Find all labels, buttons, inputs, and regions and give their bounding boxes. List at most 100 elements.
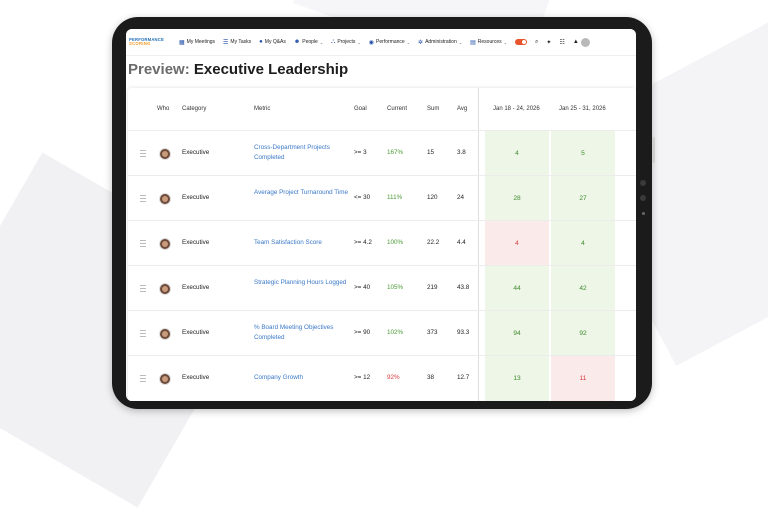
column-divider (478, 88, 479, 401)
cell-goal: >= 40 (354, 284, 371, 291)
cell-week-1[interactable]: 94 (485, 311, 549, 356)
metric-link[interactable]: Strategic Planning Hours Logged (254, 279, 347, 286)
page-title-prefix: Preview: (128, 61, 190, 78)
cell-week-2[interactable]: 4 (551, 221, 615, 266)
cell-avg: 24 (457, 194, 465, 201)
nav-item[interactable]: ✲ Administration ⌄ (418, 39, 462, 46)
nav-item[interactable]: ⛬ Projects ⌄ (331, 39, 361, 46)
sensor-icon (642, 212, 645, 215)
screen: PERFORMANCE SCORING ▦ My Meetings ☰ My Task… (126, 29, 636, 401)
nav-item-label: My Q&As (264, 39, 286, 45)
cell-avg: 43.8 (457, 284, 470, 291)
cell-avg: 4.4 (457, 239, 466, 246)
table-row[interactable]: Executive Strategic Planning Hours Logged… (128, 265, 636, 311)
drag-handle-icon[interactable] (140, 150, 146, 157)
cell-week-2[interactable]: 5 (551, 131, 615, 176)
top-nav: PERFORMANCE SCORING ▦ My Meetings ☰ My Task… (126, 29, 636, 56)
chevron-down-icon: ⌄ (406, 39, 411, 45)
nav-item-label: Projects (337, 39, 356, 45)
drag-handle-icon[interactable] (140, 375, 146, 382)
cell-current: 100% (387, 239, 404, 246)
avatar (159, 283, 171, 295)
cell-sum: 373 (427, 329, 438, 336)
table-row[interactable]: Executive Average Project Turnaround Time… (128, 175, 636, 221)
sensor-icon (640, 195, 646, 201)
nav-item[interactable]: ▦ My Meetings (179, 39, 215, 46)
drag-handle-icon[interactable] (140, 240, 146, 247)
cell-category: Executive (182, 194, 210, 201)
checklist-icon[interactable]: ☷ (559, 39, 565, 46)
nav-item[interactable]: ☻ People ⌄ (294, 39, 323, 45)
chevron-down-icon: ⌄ (319, 39, 324, 45)
chevron-down-icon: ⌄ (357, 39, 361, 45)
cell-avg: 12.7 (457, 374, 470, 381)
cell-week-1[interactable]: 44 (485, 266, 549, 311)
cell-week-2[interactable]: 42 (551, 266, 615, 311)
table-row[interactable]: Executive Company Growth >= 12 92% 38 12.7 13 1… (128, 355, 636, 401)
cell-current: 102% (387, 329, 404, 336)
cell-week-1[interactable]: 4 (485, 131, 549, 176)
avatar (159, 193, 171, 205)
performance-icon: ◉ (368, 39, 375, 46)
drag-handle-icon[interactable] (140, 195, 146, 202)
cell-week-2[interactable]: 27 (551, 176, 615, 221)
header-metric: Metric (254, 106, 271, 112)
cell-category: Executive (182, 329, 210, 336)
cell-sum: 219 (427, 284, 438, 291)
tablet-frame: PERFORMANCE SCORING ▦ My Meetings ☰ My Task… (112, 17, 655, 409)
cell-week-1[interactable]: 28 (485, 176, 549, 221)
drag-handle-icon[interactable] (140, 285, 146, 292)
metric-link[interactable]: Average Project Turnaround Time (254, 189, 349, 196)
cell-week-2[interactable]: 11 (551, 356, 615, 401)
cell-sum: 22.2 (427, 239, 440, 246)
nav-item-label: Administration (425, 39, 457, 45)
nav-item-label: Performance (376, 39, 405, 45)
cell-avg: 3.8 (457, 149, 466, 156)
bulb-icon[interactable]: ✦ (546, 39, 552, 46)
search-icon[interactable]: ⌕ (535, 38, 539, 45)
logo-text: SCORING (129, 41, 151, 46)
cell-sum: 15 (427, 149, 435, 156)
nav-item-label: Resources (477, 39, 502, 45)
cell-sum: 38 (427, 374, 435, 381)
metric-link[interactable]: Cross-Department Projects Completed (254, 144, 330, 161)
cell-current: 167% (387, 149, 404, 156)
user-avatar[interactable] (580, 37, 590, 47)
list-icon: ☰ (223, 39, 229, 46)
cell-current: 92% (387, 374, 400, 381)
camera-icon (640, 180, 646, 186)
metric-link[interactable]: Team Satisfaction Score (254, 239, 322, 246)
cell-goal: <= 30 (354, 194, 371, 201)
cell-current: 111% (387, 194, 403, 201)
nav-item-label: People (302, 39, 318, 45)
metric-link[interactable]: % Board Meeting Objectives Completed (254, 324, 334, 341)
table-row[interactable]: Executive Team Satisfaction Score >= 4.2 10… (128, 220, 636, 266)
header-who: Who (157, 106, 170, 112)
table-row[interactable]: Executive Cross-Department Projects Compl… (128, 130, 636, 176)
scorecard-table: Who Category Metric Goal Current Sum Avg… (128, 88, 636, 401)
nav-item[interactable]: ▤ Resources ⌄ (470, 39, 507, 46)
nav-item[interactable]: ☰ My Tasks (223, 39, 251, 46)
nav-item[interactable]: ◉ Performance ⌄ (369, 39, 410, 46)
bell-icon[interactable]: ▲ (572, 39, 579, 45)
table-row[interactable]: Executive % Board Meeting Objectives Comp… (128, 310, 636, 356)
mode-toggle[interactable] (515, 39, 528, 45)
chevron-down-icon: ⌄ (458, 39, 463, 45)
drag-handle-icon[interactable] (140, 330, 146, 337)
header-sum: Sum (427, 106, 440, 112)
nav-item[interactable]: ● My Q&As (259, 39, 286, 45)
cell-sum: 120 (427, 194, 438, 201)
nav-item-label: My Tasks (230, 39, 252, 45)
cell-week-2[interactable]: 92 (551, 311, 615, 356)
cell-goal: >= 4.2 (354, 239, 372, 246)
header-goal: Goal (354, 106, 367, 112)
cell-category: Executive (182, 239, 210, 246)
header-category: Category (182, 106, 207, 112)
avatar (159, 238, 171, 250)
page-title-text: Executive Leadership (193, 61, 349, 78)
cell-week-1[interactable]: 13 (485, 356, 549, 401)
avatar (159, 328, 171, 340)
logo[interactable]: PERFORMANCE SCORING (129, 34, 167, 50)
metric-link[interactable]: Company Growth (254, 374, 303, 381)
cell-week-1[interactable]: 4 (485, 221, 549, 266)
